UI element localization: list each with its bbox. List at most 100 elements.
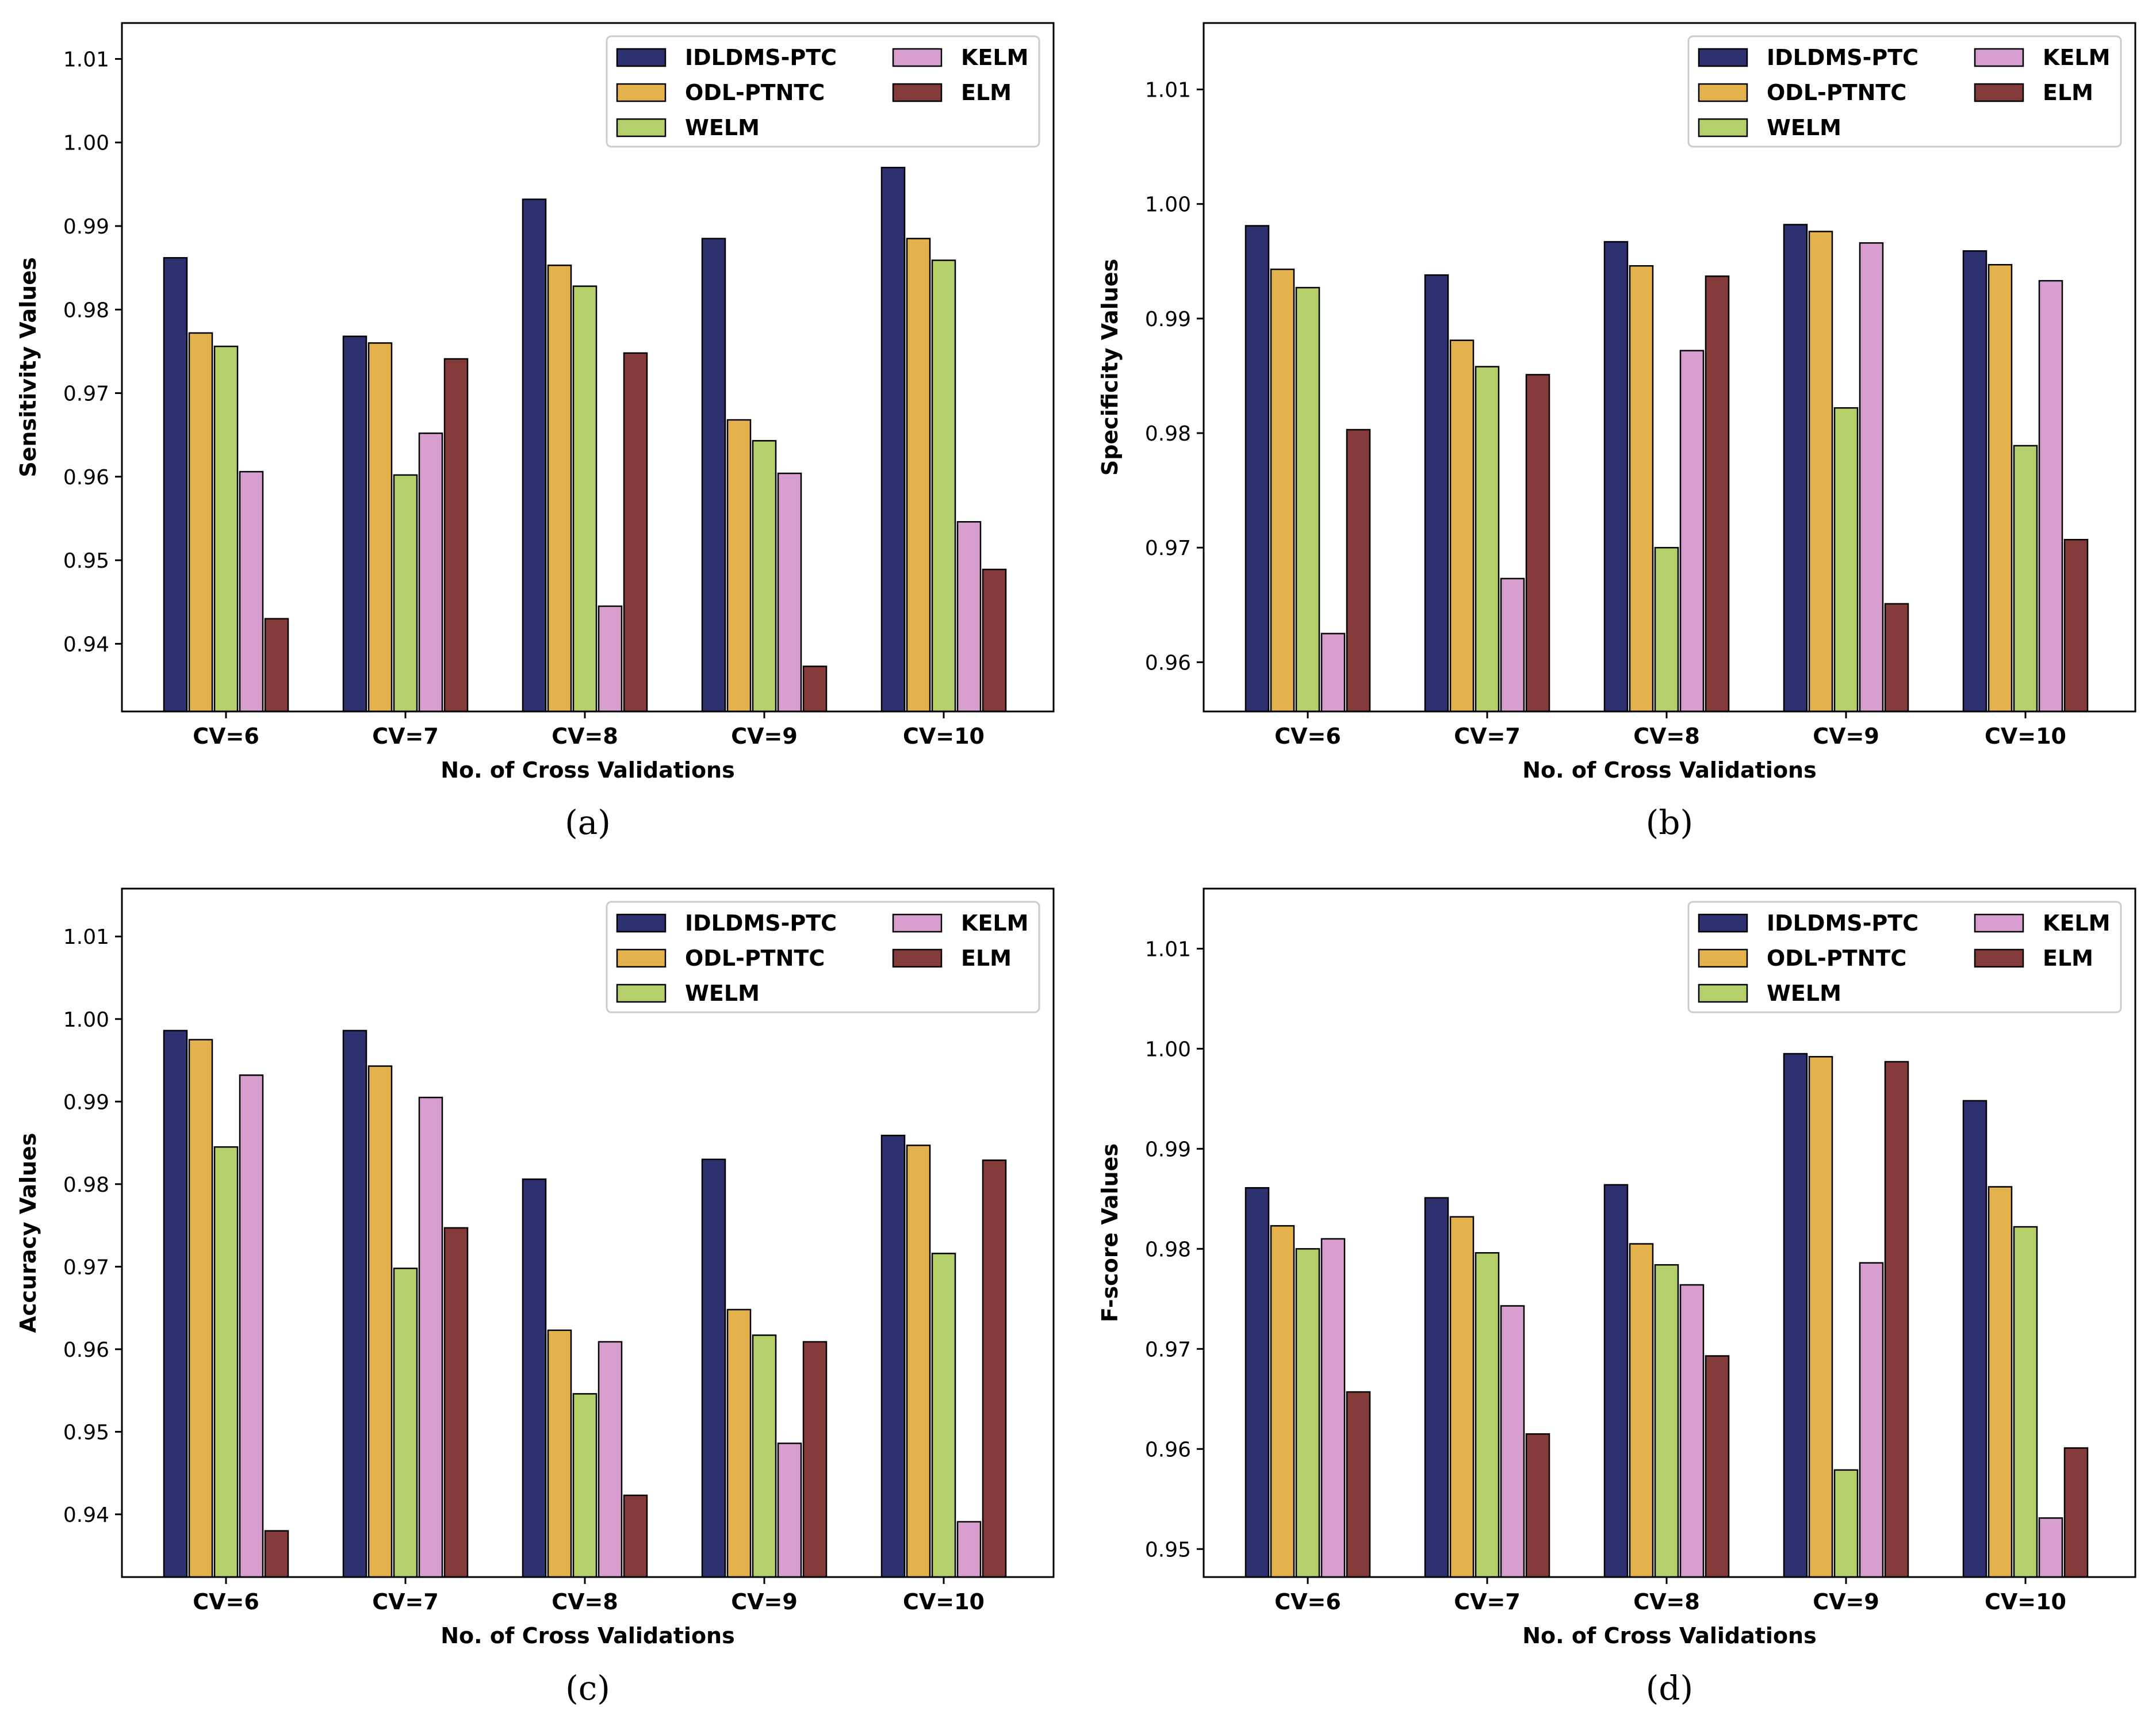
legend-label-idldms-ptc: IDLDMS-PTC <box>685 45 837 70</box>
bar-idldms-ptc-cv-6 <box>163 1030 188 1578</box>
legend-swatch-elm <box>892 83 943 102</box>
bar-kelm-cv-9 <box>1859 1262 1884 1578</box>
x-tick-label: CV=8 <box>552 724 618 749</box>
y-tick-label: 0.95 <box>63 1421 109 1444</box>
legend-swatch-idldms-ptc <box>1698 48 1748 67</box>
bar-idldms-ptc-cv-7 <box>342 1030 367 1578</box>
y-tick-label: 1.01 <box>63 925 109 949</box>
bar-idldms-ptc-cv-8 <box>1603 241 1629 713</box>
x-tick-label: CV=10 <box>1985 724 2066 749</box>
x-tick-label: CV=10 <box>903 724 985 749</box>
bar-kelm-cv-7 <box>1500 1305 1525 1578</box>
panel-caption: (a) <box>565 803 611 842</box>
bar-odl-ptntc-cv-7 <box>1449 1216 1475 1578</box>
plot-frame <box>1203 22 2136 713</box>
bar-elm-cv-10 <box>2063 1447 2089 1578</box>
bar-odl-ptntc-cv-8 <box>1629 265 1654 713</box>
y-tick-label: 1.00 <box>63 1008 109 1032</box>
bar-odl-ptntc-cv-8 <box>1629 1243 1654 1578</box>
legend-swatch-elm <box>892 948 943 968</box>
bar-kelm-cv-8 <box>598 1341 623 1578</box>
bar-kelm-cv-7 <box>418 433 443 713</box>
x-tick-label: CV=6 <box>1274 724 1341 749</box>
legend-swatch-idldms-ptc <box>616 48 667 67</box>
bar-odl-ptntc-cv-7 <box>1449 339 1475 713</box>
legend: IDLDMS-PTC ODL-PTNTC WELM KELM ELM <box>606 901 1040 1013</box>
x-tick-label: CV=7 <box>1454 724 1521 749</box>
legend-label-welm: WELM <box>1767 115 1841 140</box>
legend-swatch-idldms-ptc <box>1698 913 1748 933</box>
bar-welm-cv-6 <box>213 345 239 713</box>
x-tick-label: CV=10 <box>1985 1589 2066 1614</box>
bar-kelm-cv-10 <box>956 1521 982 1578</box>
bar-welm-cv-8 <box>572 1393 598 1578</box>
bar-elm-cv-10 <box>2063 538 2089 713</box>
bar-elm-cv-7 <box>1525 374 1550 713</box>
bar-odl-ptntc-cv-7 <box>367 342 393 713</box>
legend-swatch-kelm <box>1974 48 2024 67</box>
legend-label-welm: WELM <box>685 981 760 1006</box>
bar-welm-cv-10 <box>2013 1226 2038 1578</box>
bar-elm-cv-8 <box>1705 1355 1730 1578</box>
legend: IDLDMS-PTC ODL-PTNTC WELM KELM ELM <box>1687 901 2122 1013</box>
y-axis-label: Specificity Values <box>1097 259 1123 476</box>
chart-panel-1: 0.94 0.95 0.96 0.97 0.98 0.99 1.00 1.01 CV=6 CV=7… <box>16 22 1055 842</box>
legend-label-welm: WELM <box>1767 981 1841 1006</box>
bar-kelm-cv-7 <box>418 1096 443 1578</box>
bar-welm-cv-10 <box>931 1253 956 1578</box>
bar-welm-cv-8 <box>572 285 598 713</box>
y-tick-label: 0.95 <box>63 549 109 573</box>
chart-panel-3: 0.94 0.95 0.96 0.97 0.98 0.99 1.00 1.01 CV=6 CV=7… <box>16 887 1055 1708</box>
y-axis-label: Accuracy Values <box>16 1133 41 1333</box>
legend-swatch-kelm <box>1974 913 2024 933</box>
bar-elm-cv-9 <box>1884 603 1909 713</box>
bars <box>163 167 1007 713</box>
bar-odl-ptntc-cv-9 <box>726 419 752 713</box>
bar-odl-ptntc-cv-8 <box>547 265 572 713</box>
bar-idldms-ptc-cv-7 <box>1424 1197 1449 1578</box>
legend-label-idldms-ptc: IDLDMS-PTC <box>685 910 837 936</box>
bar-kelm-cv-6 <box>1320 1238 1346 1578</box>
legend-label-odl-ptntc: ODL-PTNTC <box>685 946 825 971</box>
bar-welm-cv-6 <box>1295 1248 1320 1578</box>
bar-idldms-ptc-cv-6 <box>1244 225 1270 713</box>
y-tick-label: 0.97 <box>63 1256 109 1279</box>
bars <box>1244 224 2089 713</box>
y-tick-label: 0.98 <box>1145 1238 1191 1261</box>
x-axis-label: No. of Cross Validations <box>441 757 734 783</box>
bar-odl-ptntc-cv-6 <box>1270 268 1295 713</box>
legend-swatch-kelm <box>892 913 943 933</box>
bar-kelm-cv-9 <box>1859 242 1884 713</box>
panel-caption: (c) <box>565 1669 610 1708</box>
bar-idldms-ptc-cv-8 <box>1603 1184 1629 1578</box>
legend-swatch-odl-ptntc <box>616 948 667 968</box>
x-tick-label: CV=9 <box>731 1589 798 1614</box>
chart-panel-2: 0.96 0.97 0.98 0.99 1.00 1.01 CV=6 CV=7 CV=8 CV=9… <box>1097 22 2136 842</box>
legend-swatch-welm <box>1698 984 1748 1003</box>
y-tick-label: 1.01 <box>1145 79 1191 102</box>
y-tick-label: 1.01 <box>1145 937 1191 961</box>
legend-label-odl-ptntc: ODL-PTNTC <box>1767 80 1906 105</box>
legend-swatch-welm <box>616 984 667 1003</box>
x-tick-label: CV=6 <box>193 724 259 749</box>
y-tick-label: 0.97 <box>1145 1338 1191 1361</box>
y-tick-label: 0.96 <box>63 466 109 489</box>
panel-caption: (d) <box>1646 1669 1693 1708</box>
bar-welm-cv-7 <box>393 474 418 713</box>
legend-label-odl-ptntc: ODL-PTNTC <box>1767 946 1906 971</box>
bar-elm-cv-8 <box>1705 275 1730 713</box>
y-tick-label: 0.99 <box>1145 1138 1191 1161</box>
bar-welm-cv-7 <box>393 1267 418 1578</box>
legend-label-elm: ELM <box>2043 80 2093 105</box>
bar-elm-cv-8 <box>623 352 648 713</box>
bar-kelm-cv-10 <box>2038 1517 2063 1578</box>
legend-label-idldms-ptc: IDLDMS-PTC <box>1767 45 1918 70</box>
bar-welm-cv-7 <box>1475 366 1500 713</box>
bar-kelm-cv-8 <box>598 605 623 713</box>
legend-swatch-odl-ptntc <box>616 83 667 102</box>
bar-welm-cv-7 <box>1475 1252 1500 1578</box>
legend: IDLDMS-PTC ODL-PTNTC WELM KELM ELM <box>606 35 1040 148</box>
bar-odl-ptntc-cv-10 <box>906 238 931 713</box>
y-tick-label: 0.94 <box>63 1503 109 1527</box>
